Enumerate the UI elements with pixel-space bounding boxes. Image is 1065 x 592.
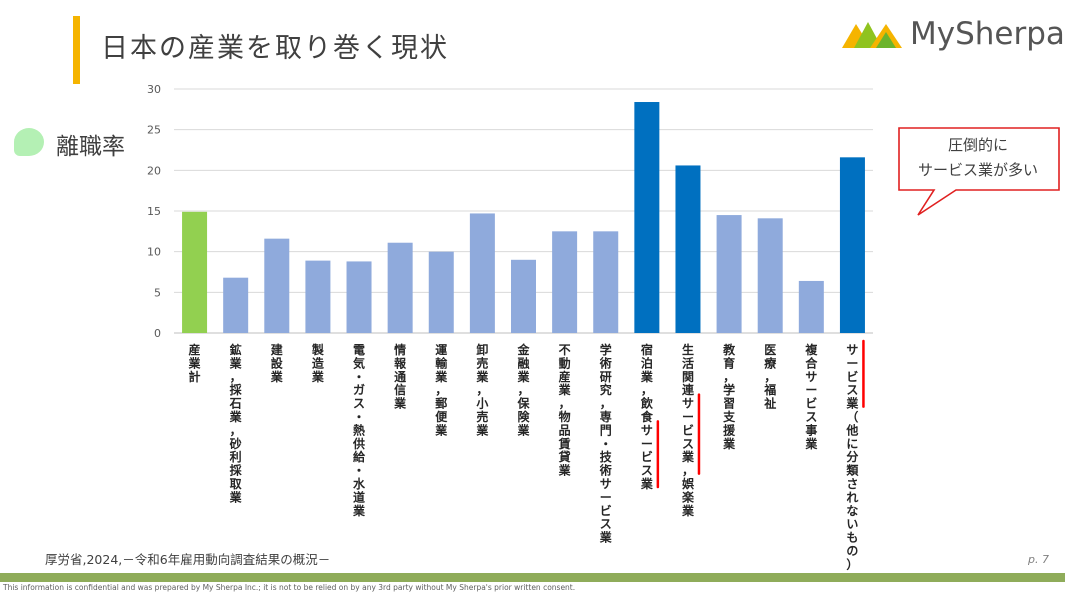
leaf-bullet-icon — [14, 128, 44, 156]
bar — [182, 211, 208, 333]
x-tick-label: 医療，福祉 — [763, 343, 776, 411]
y-tick-label: 10 — [147, 246, 161, 259]
bar — [387, 242, 413, 333]
bar — [634, 102, 660, 333]
callout-box: 圧倒的に サービス業が多い — [896, 127, 1060, 216]
brand-logo: MySherpa — [840, 14, 1065, 56]
callout-line-2: サービス業が多い — [917, 161, 1038, 179]
bar — [428, 251, 454, 333]
x-tick-label: 教育，学習支援業 — [722, 342, 736, 451]
x-tick-label: 卸売業，小売業 — [475, 342, 489, 437]
callout-line-1: 圧倒的に — [947, 136, 1008, 154]
mountain-logo-icon — [842, 22, 902, 48]
x-tick-label: 情報通信業 — [393, 342, 407, 411]
bar — [305, 260, 331, 333]
page-title: 日本の産業を取り巻く現状 — [101, 33, 449, 64]
y-tick-label: 30 — [147, 83, 161, 96]
y-tick-label: 15 — [147, 205, 161, 218]
x-tick-label: 学術研究，専門・技術サービス業 — [599, 342, 613, 545]
y-tick-label: 5 — [154, 286, 161, 299]
x-tick-label: 金融業，保険業 — [516, 342, 530, 437]
bar — [223, 277, 249, 333]
bar — [511, 259, 536, 333]
x-tick-label: 産業計 — [188, 342, 202, 384]
bar — [469, 213, 495, 333]
bar — [716, 215, 742, 333]
x-tick-label: 生活関連サービス業，娯楽業 — [681, 342, 695, 518]
source-citation: 厚労省,2024,－令和6年雇用動向調査結果の概況－ — [45, 552, 331, 567]
x-tick-label: 製造業 — [311, 342, 325, 384]
page-number: p. 7 — [1028, 553, 1049, 566]
footer-band — [0, 573, 1065, 582]
bar — [346, 261, 372, 333]
bar — [552, 231, 578, 333]
y-tick-label: 25 — [147, 124, 161, 137]
bar — [798, 280, 824, 333]
metric-label: 離職率 — [56, 134, 125, 160]
confidentiality-note: This information is confidential and was… — [3, 583, 576, 592]
y-tick-label: 0 — [154, 327, 161, 340]
logo-text: MySherpa — [910, 16, 1065, 52]
title-accent-bar — [73, 16, 80, 84]
x-tick-label: 不動産業，物品賃貸業 — [558, 343, 572, 478]
x-tick-label: 建設業 — [270, 342, 284, 384]
x-tick-label: 宿泊業，飲食サービス業 — [640, 342, 654, 491]
x-tick-label: 電気・ガス・熱供給・水道業 — [352, 343, 366, 518]
bar — [675, 165, 701, 333]
x-tick-label: 運輸業，郵便業 — [434, 343, 448, 437]
bar — [757, 218, 783, 333]
x-tick-label: サービス業（他に分類されないもの） — [845, 343, 859, 571]
x-tick-label: 鉱業，採石業，砂利採取業 — [229, 342, 243, 504]
bar — [264, 238, 290, 333]
x-tick-label: 複合サービス事業 — [804, 342, 818, 451]
y-tick-label: 20 — [147, 164, 161, 177]
bar — [839, 157, 865, 333]
bar — [593, 231, 619, 333]
callout-bubble-icon — [898, 127, 1060, 216]
